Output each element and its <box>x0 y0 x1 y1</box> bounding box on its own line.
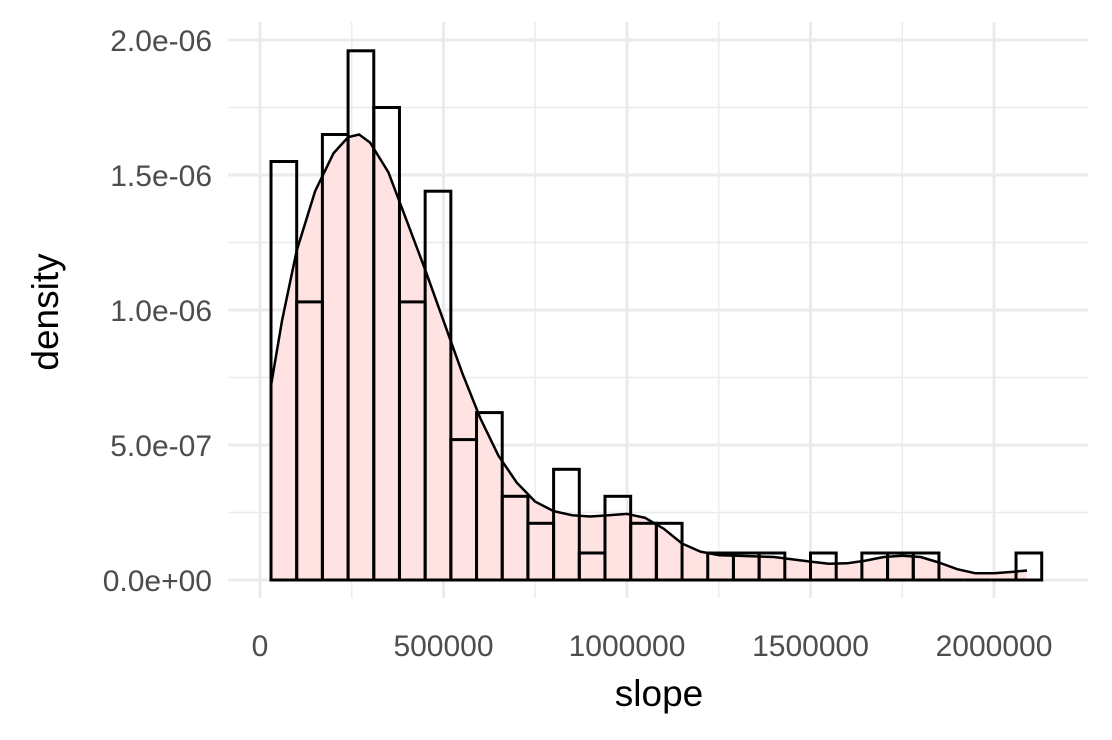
histogram-bar <box>654 521 684 582</box>
y-tick-label: 1.0e-06 <box>110 295 212 328</box>
x-tick-label: 0 <box>252 630 269 663</box>
y-axis-title: density <box>25 253 66 371</box>
density-line-layer <box>269 133 1028 575</box>
y-tick-label: 0.0e+00 <box>103 565 212 598</box>
histogram-bar <box>809 551 838 582</box>
histogram-bars <box>269 49 1044 582</box>
y-tick-label: 2.0e-06 <box>110 25 212 58</box>
density-area-layer <box>271 134 1028 580</box>
histogram-bar <box>423 189 453 582</box>
histogram-bar <box>552 467 581 582</box>
density-area <box>271 134 1028 580</box>
y-tick-label: 5.0e-07 <box>110 430 212 463</box>
histogram-bar <box>757 551 787 582</box>
x-axis-tick-labels: 0 500000 1000000 1500000 2000000 <box>252 630 1053 663</box>
y-axis-tick-labels: 0.0e+00 5.0e-07 1.0e-06 1.5e-06 2.0e-06 <box>103 25 212 598</box>
x-tick-label: 500000 <box>393 630 493 663</box>
x-tick-label: 1500000 <box>752 630 869 663</box>
x-axis-title: slope <box>615 673 703 714</box>
y-tick-label: 1.5e-06 <box>110 160 212 193</box>
x-tick-label: 2000000 <box>936 630 1053 663</box>
histogram-bar <box>911 551 941 582</box>
x-tick-label: 1000000 <box>569 630 686 663</box>
density-curve <box>269 133 1028 575</box>
histogram-bar <box>1014 551 1044 582</box>
